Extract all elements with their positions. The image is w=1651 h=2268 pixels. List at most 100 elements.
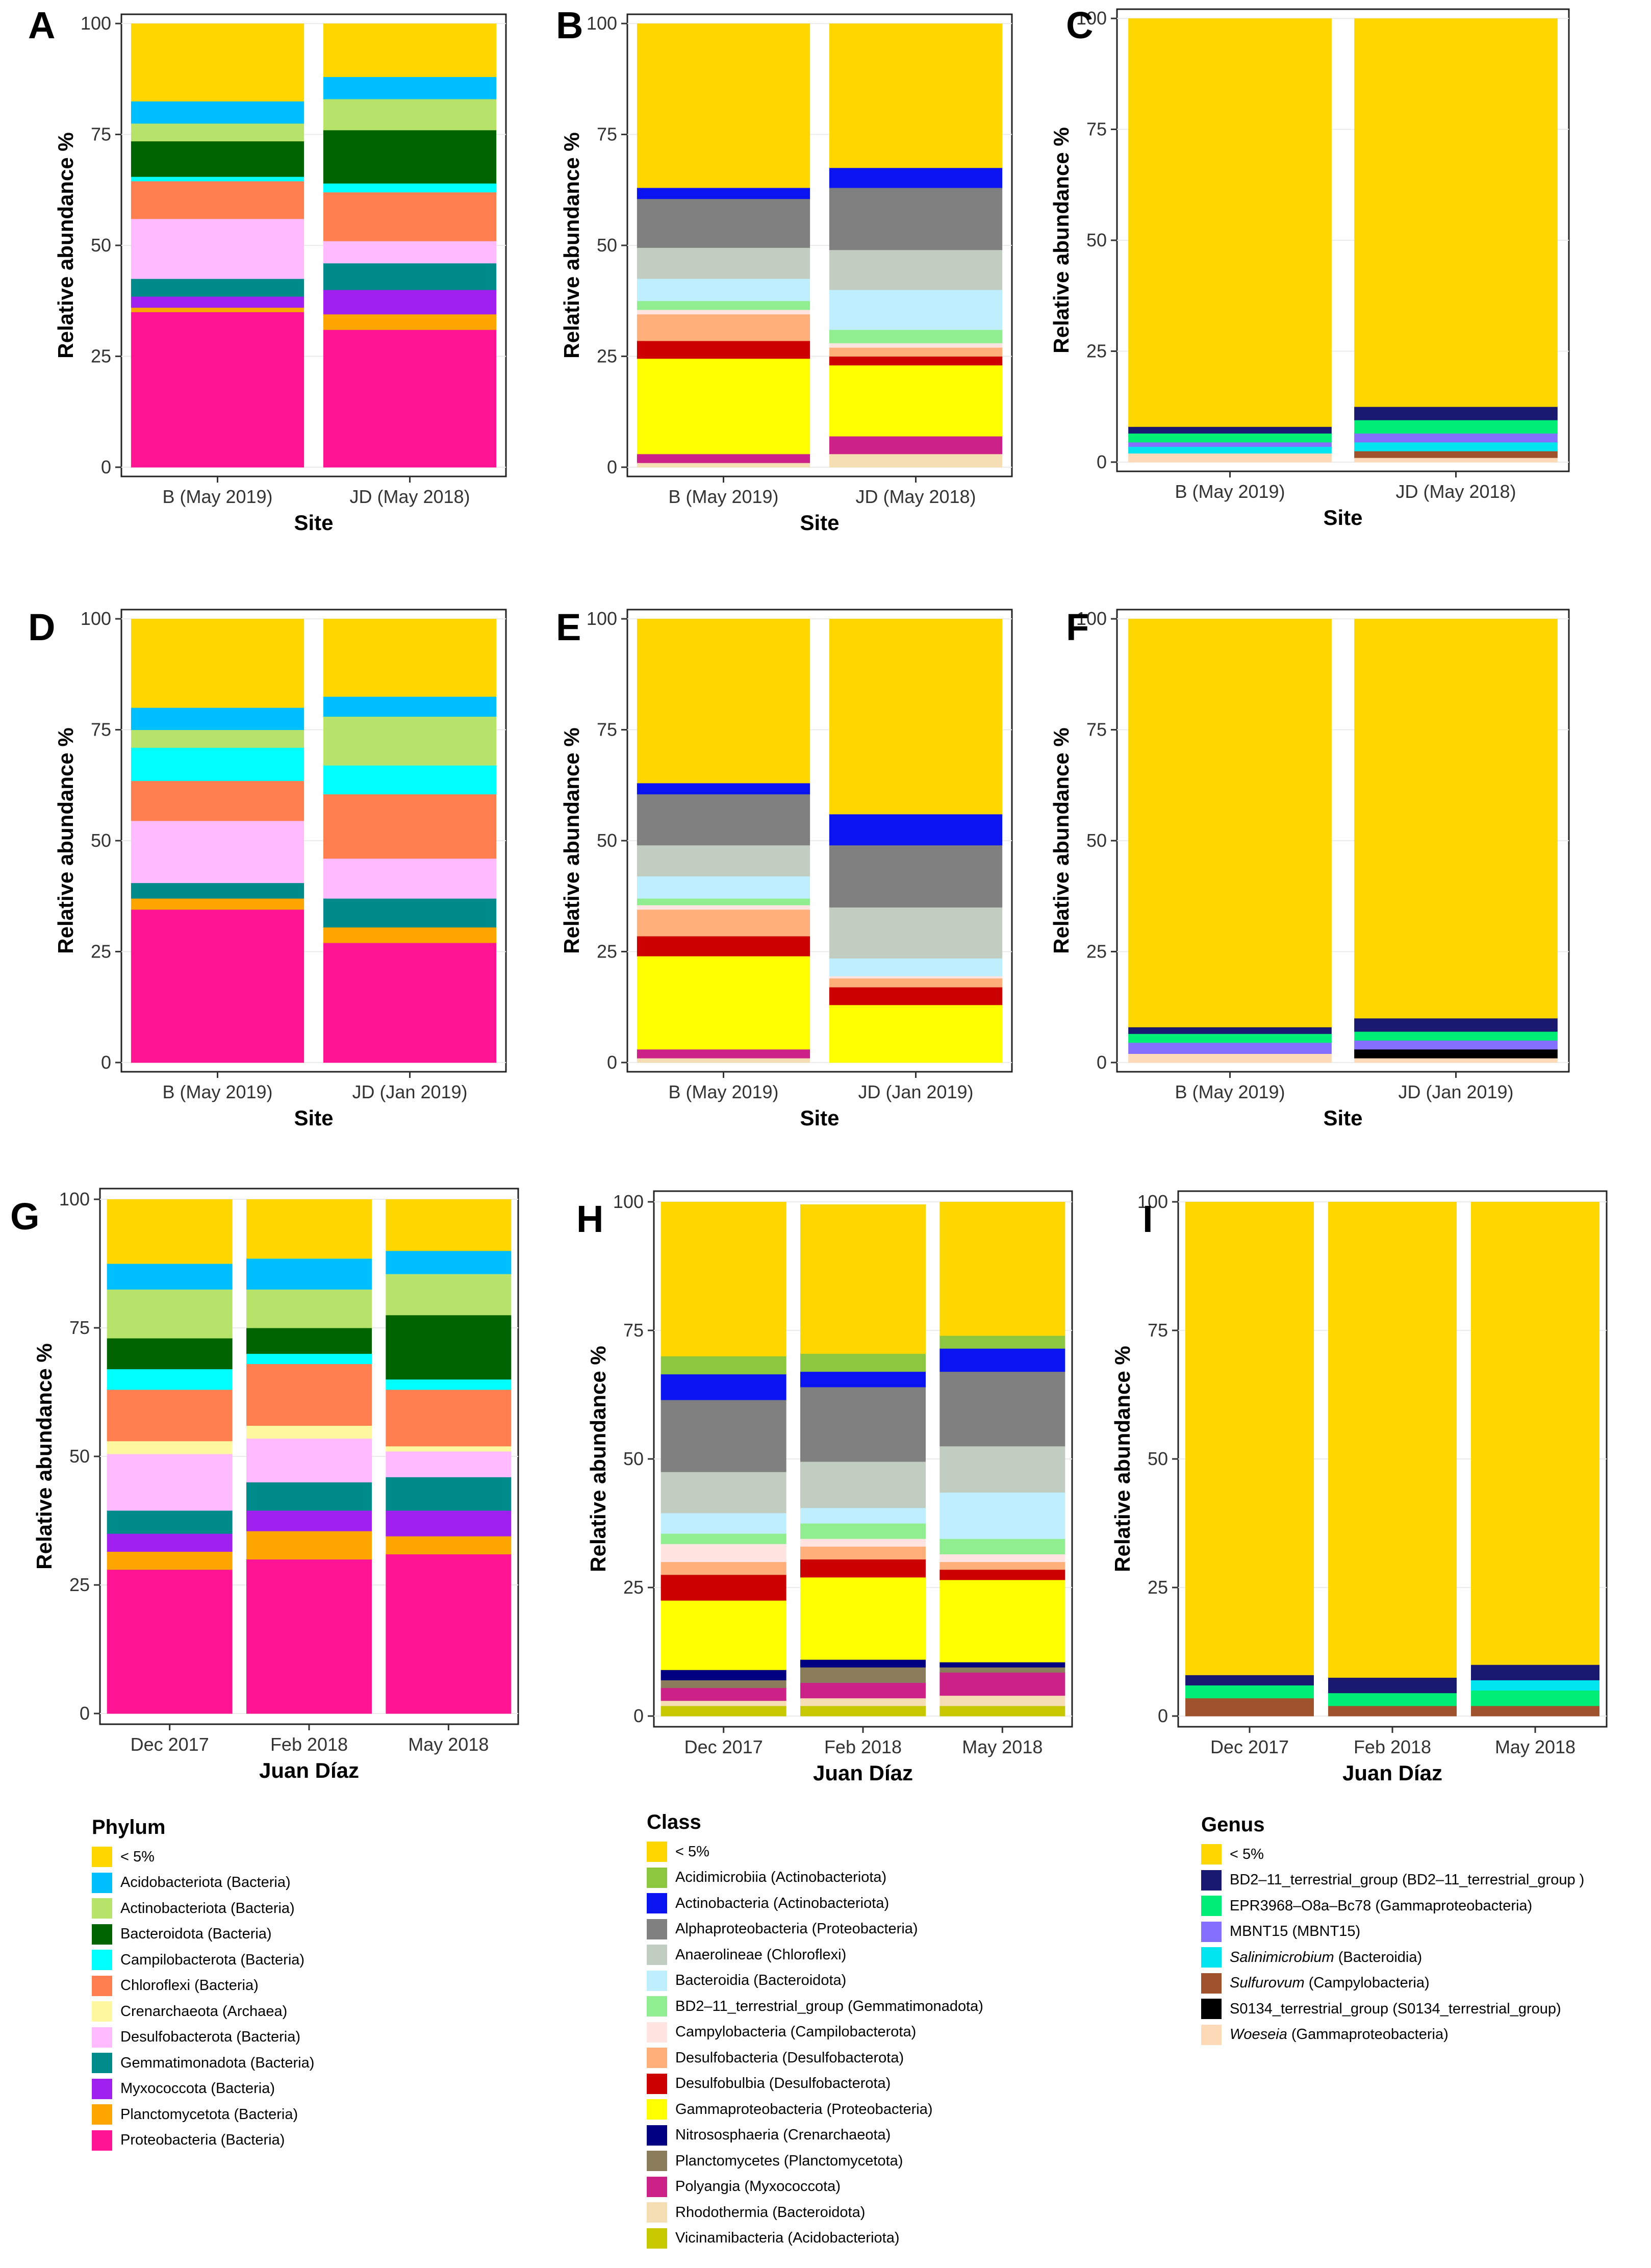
bar-segment: [323, 130, 497, 184]
bar-segment: [829, 187, 1003, 250]
bar-segment: [323, 241, 497, 264]
bar-segment: [637, 314, 810, 341]
legend-label: Sulfurovum (Campylobacteria): [1230, 1975, 1430, 1992]
legend-swatch: [92, 2053, 112, 2074]
legend-item: BD2–11_terrestrial_group (BD2–11_terrest…: [1201, 1868, 1584, 1894]
y-tick-label: 0: [101, 457, 111, 477]
y-tick-label: 25: [69, 1574, 90, 1595]
bar-segment: [800, 1507, 926, 1524]
bar-segment: [939, 1335, 1065, 1349]
bar-segment: [637, 845, 810, 877]
bar-segment: [661, 1705, 786, 1717]
y-tick-label: 75: [91, 124, 111, 145]
legend-swatch: [647, 1970, 667, 1991]
legend-label: Rhodothermia (Bacteroidota): [675, 2204, 866, 2221]
y-tick-label: 100: [1076, 8, 1107, 29]
legend-phylum: Phylum < 5% Acidobacteriota (Bacteria) Act…: [92, 1816, 314, 2153]
legend-swatch: [647, 2022, 667, 2043]
bar-segment: [800, 1667, 926, 1683]
y-tick-label: 50: [1086, 830, 1107, 851]
chart-panel-g: Dec 2017 Feb 2018 May 2018 0 25 50 75 100 Juan D…: [10, 1188, 519, 1782]
y-tick-label: 100: [613, 1191, 644, 1212]
bar-segment: [107, 1264, 233, 1290]
bar-segment: [800, 1539, 926, 1547]
bar-segment: [1354, 1058, 1558, 1063]
bar-segment: [800, 1204, 926, 1354]
legend-label: Proteobacteria (Bacteria): [120, 2132, 285, 2149]
legend-item: Gammaproteobacteria (Proteobacteria): [647, 2097, 983, 2123]
y-tick-label: 75: [69, 1317, 90, 1338]
y-tick-label: 75: [91, 719, 111, 740]
bar-segment: [637, 310, 810, 315]
panel-label: H: [576, 1198, 603, 1240]
y-tick-label: 75: [597, 124, 617, 145]
y-tick-label: 50: [597, 235, 617, 256]
bar-segment: [829, 814, 1003, 846]
legend-item: < 5%: [647, 1839, 983, 1865]
legend-item: Campylobacteria (Campilobacterota): [647, 2020, 983, 2046]
bar-segment: [107, 1338, 233, 1370]
bar-segment: [1128, 442, 1332, 447]
legend-swatch: [1201, 1947, 1222, 1968]
y-tick-label: 0: [607, 1052, 617, 1073]
bar-segment: [661, 1400, 786, 1472]
legend-swatch: [647, 2125, 667, 2146]
legend-swatch: [647, 1842, 667, 1862]
bar-segment: [131, 177, 304, 182]
legend-label: Chloroflexi (Bacteria): [120, 1977, 259, 1994]
bar-segment: [939, 1554, 1065, 1563]
bar-segment: [661, 1600, 786, 1670]
bar-segment: [131, 141, 304, 177]
x-axis-title: Site: [800, 511, 839, 535]
bar-segment: [107, 1533, 233, 1552]
bar-segment: [1128, 426, 1332, 434]
legend-item: EPR3968–O8a–Bc78 (Gammaproteobacteria): [1201, 1893, 1584, 1919]
bar-segment: [939, 1348, 1065, 1372]
y-tick-label: 0: [1097, 451, 1107, 472]
bar-segment: [939, 1539, 1065, 1554]
legend-swatch: [92, 2078, 112, 2099]
y-tick-label: 100: [81, 13, 111, 34]
x-tick-label: B (May 2019): [1175, 1081, 1285, 1102]
legend-label: < 5%: [120, 1848, 155, 1865]
legend-swatch: [1201, 1870, 1222, 1891]
legend-swatch: [647, 2202, 667, 2223]
legend-swatch: [1201, 1999, 1222, 2020]
panel-label: I: [1142, 1198, 1153, 1240]
x-tick-label: Dec 2017: [684, 1736, 763, 1757]
legend-item: Acidimicrobiia (Actinobacteriota): [647, 1865, 983, 1891]
bar-segment: [800, 1659, 926, 1668]
legend-label-rest: (Campylobacteria): [1304, 1975, 1430, 1992]
bar-segment: [131, 909, 304, 1063]
bar-segment: [246, 1289, 372, 1328]
legend-swatch: [647, 2099, 667, 2120]
legend-label: < 5%: [675, 1843, 709, 1860]
bar-segment: [637, 909, 810, 937]
y-tick-label: 100: [59, 1189, 90, 1209]
bar-segment: [637, 279, 810, 301]
legend-label: Polyangia (Myxococcota): [675, 2178, 841, 2195]
bar-segment: [386, 1536, 512, 1555]
bar-segment: [1354, 442, 1558, 451]
legend-label-italic: Sulfurovum: [1230, 1975, 1305, 1992]
legend-item: Bacteroidota (Bacteria): [92, 1922, 314, 1948]
bar-segment: [661, 1687, 786, 1701]
x-tick-label: Feb 2018: [824, 1736, 902, 1757]
bar-segment: [939, 1579, 1065, 1662]
legend-swatch: [92, 1924, 112, 1945]
y-axis-title: Relative abundance %: [560, 727, 583, 953]
bar-segment: [246, 1353, 372, 1365]
bar-segment: [661, 1544, 786, 1563]
bar-segment: [829, 978, 1003, 988]
bar-segment: [131, 23, 304, 102]
bar-segment: [637, 23, 810, 188]
legend-swatch: [647, 1945, 667, 1965]
bar-segment: [800, 1353, 926, 1372]
bar-segment: [131, 312, 304, 468]
legend-item: Myxococcota (Bacteria): [92, 2076, 314, 2102]
legend-title: Class: [647, 1811, 701, 1833]
bar-segment: [829, 347, 1003, 357]
y-tick-label: 75: [597, 719, 617, 740]
bar-segment: [1185, 1698, 1314, 1717]
legend-item: Salinimicrobium (Bacteroidia): [1201, 1945, 1584, 1971]
